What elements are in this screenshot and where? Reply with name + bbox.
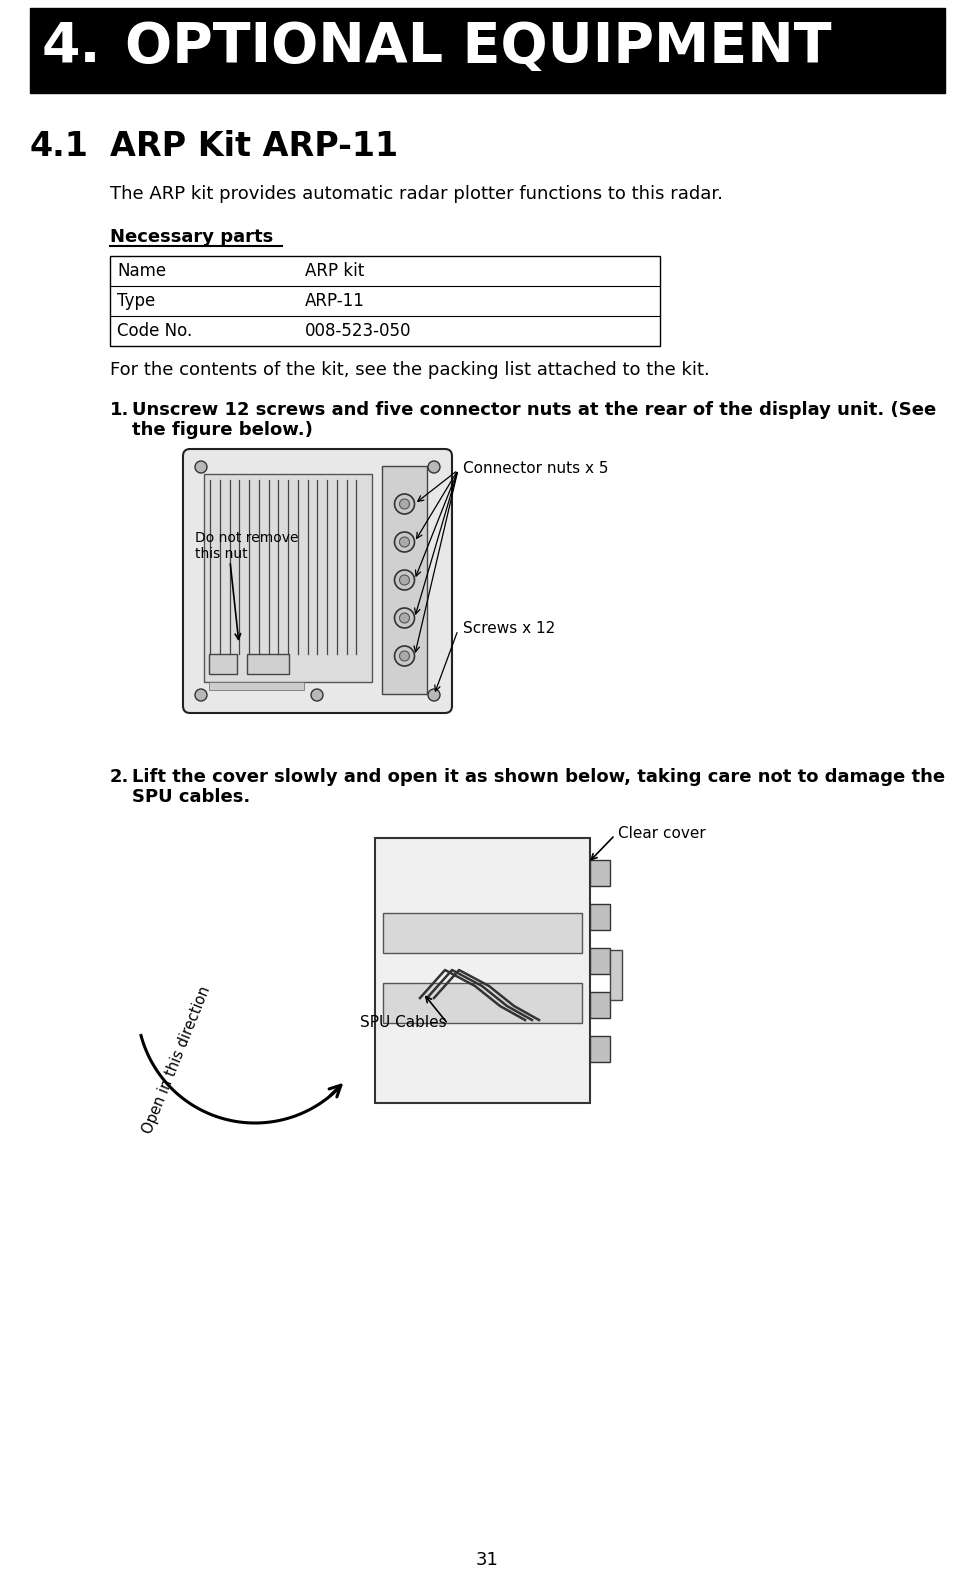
Circle shape [400, 574, 410, 585]
Bar [247, 653, 289, 674]
Text: 2.: 2. [110, 767, 130, 786]
Bar [590, 992, 610, 1017]
Circle shape [400, 536, 410, 547]
Bar [30, 8, 945, 85]
FancyBboxPatch shape [183, 449, 452, 713]
Circle shape [395, 607, 414, 628]
Circle shape [400, 652, 410, 661]
Text: 4.1: 4.1 [30, 130, 89, 163]
Bar [110, 256, 660, 346]
Text: Open in this direction: Open in this direction [140, 984, 214, 1136]
Text: Do not remove: Do not remove [195, 532, 298, 546]
Text: Code No.: Code No. [117, 323, 192, 340]
Bar [590, 861, 610, 886]
Bar [383, 982, 582, 1024]
Text: SPU cables.: SPU cables. [132, 788, 251, 805]
Text: ARP-11: ARP-11 [305, 293, 365, 310]
Circle shape [428, 690, 440, 701]
Circle shape [395, 532, 414, 552]
Bar [610, 951, 622, 1000]
Text: Necessary parts: Necessary parts [110, 228, 273, 245]
Text: Name: Name [117, 263, 166, 280]
Text: Unscrew 12 screws and five connector nuts at the rear of the display unit. (See: Unscrew 12 screws and five connector nut… [132, 400, 936, 419]
Text: Type: Type [117, 293, 155, 310]
Circle shape [395, 645, 414, 666]
Bar [590, 1036, 610, 1062]
Bar [30, 85, 945, 93]
Circle shape [195, 690, 207, 701]
Circle shape [395, 494, 414, 514]
Bar [383, 913, 582, 952]
Bar [382, 467, 427, 694]
Text: SPU Cables: SPU Cables [360, 1016, 447, 1030]
Text: Lift the cover slowly and open it as shown below, taking care not to damage the: Lift the cover slowly and open it as sho… [132, 767, 945, 786]
Text: Clear cover: Clear cover [618, 826, 706, 842]
Text: 1.: 1. [110, 400, 130, 419]
Text: 008-523-050: 008-523-050 [305, 323, 411, 340]
Bar [375, 838, 590, 1103]
Bar [209, 682, 304, 690]
Text: Screws x 12: Screws x 12 [463, 622, 555, 636]
Bar [590, 903, 610, 930]
Text: ARP Kit ARP-11: ARP Kit ARP-11 [110, 130, 398, 163]
Text: this nut: this nut [195, 547, 248, 562]
Text: ARP kit: ARP kit [305, 263, 365, 280]
Text: The ARP kit provides automatic radar plotter functions to this radar.: The ARP kit provides automatic radar plo… [110, 185, 723, 202]
Bar [209, 653, 237, 674]
Text: 31: 31 [476, 1550, 499, 1569]
Circle shape [400, 612, 410, 623]
Circle shape [395, 570, 414, 590]
Circle shape [195, 460, 207, 473]
Text: OPTIONAL EQUIPMENT: OPTIONAL EQUIPMENT [125, 21, 832, 74]
Text: Connector nuts x 5: Connector nuts x 5 [463, 460, 608, 476]
Circle shape [400, 498, 410, 509]
Circle shape [311, 690, 323, 701]
Text: For the contents of the kit, see the packing list attached to the kit.: For the contents of the kit, see the pac… [110, 361, 710, 380]
Text: the figure below.): the figure below.) [132, 421, 313, 438]
Bar [204, 475, 372, 682]
Text: 4.: 4. [42, 21, 101, 74]
Circle shape [428, 460, 440, 473]
Bar [590, 948, 610, 975]
